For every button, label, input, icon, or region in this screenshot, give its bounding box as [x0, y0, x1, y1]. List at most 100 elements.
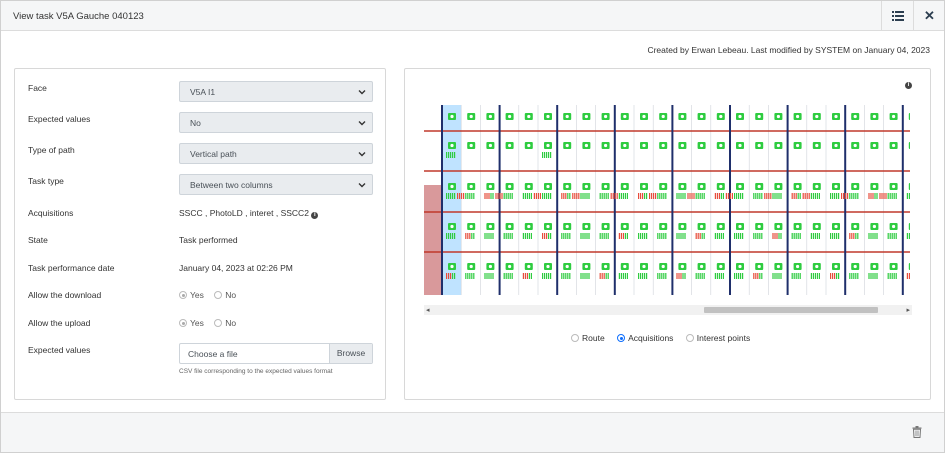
camera-icon	[544, 142, 552, 149]
barcode-icon	[734, 233, 744, 239]
barcode-icon	[465, 193, 475, 199]
modal-footer	[1, 412, 944, 452]
route-radio[interactable]	[571, 334, 579, 342]
camera-icon	[505, 223, 514, 230]
camera-icon	[908, 263, 910, 270]
trash-icon[interactable]	[912, 426, 922, 438]
chevron-down-icon	[358, 152, 366, 157]
barcode-icon	[542, 273, 552, 279]
path-type-select[interactable]: Vertical path	[179, 143, 373, 164]
scrollbar-thumb[interactable]	[704, 307, 878, 313]
camera-icon	[448, 223, 456, 230]
download-no-radio[interactable]	[214, 291, 223, 299]
camera-icon	[697, 142, 706, 149]
barcode-icon	[791, 233, 801, 239]
camera-icon	[601, 113, 610, 120]
camera-icon	[870, 142, 879, 149]
camera-icon	[851, 113, 860, 120]
allow-download-label: Allow the download	[28, 290, 102, 300]
barcode-icon	[868, 233, 878, 239]
download-yes-radio[interactable]	[179, 291, 187, 299]
barcode-icon	[734, 273, 744, 279]
camera-icon	[774, 263, 783, 270]
barcode-icon	[657, 233, 667, 239]
task-type-select-value: Between two columns	[190, 180, 273, 190]
camera-icon	[793, 223, 802, 230]
camera-icon	[851, 142, 860, 149]
acquisitions-label: Acquisitions	[28, 208, 74, 218]
camera-icon	[774, 223, 783, 230]
camera-icon	[620, 142, 629, 149]
camera-icon	[716, 142, 725, 149]
camera-icon	[544, 113, 552, 120]
file-input[interactable]: Choose a file Browse	[179, 343, 373, 364]
acquisitions-mode-label: Acquisitions	[628, 333, 674, 343]
face-select[interactable]: V5A I1	[179, 81, 373, 102]
scroll-right-icon[interactable]: ▸	[906, 307, 910, 314]
task-type-select[interactable]: Between two columns	[179, 174, 373, 195]
allow-upload-options: Yes No	[179, 318, 244, 328]
upload-no-radio[interactable]	[214, 319, 223, 327]
barcode-icon	[695, 233, 705, 239]
camera-icon	[812, 183, 821, 190]
camera-icon	[832, 263, 840, 270]
camera-icon	[851, 263, 860, 270]
camera-icon	[448, 183, 456, 190]
camera-icon	[640, 223, 648, 230]
camera-icon	[793, 113, 802, 120]
expected-values-select-value: No	[190, 118, 201, 128]
barcode-icon	[791, 193, 810, 199]
shelf-grid[interactable]	[424, 105, 910, 295]
barcode-icon	[830, 273, 840, 279]
camera-icon	[774, 113, 783, 120]
camera-icon	[851, 183, 860, 190]
camera-icon	[832, 183, 840, 190]
camera-icon	[582, 263, 591, 270]
horizontal-scrollbar[interactable]: ◂ ▸	[424, 305, 912, 315]
interest-points-radio[interactable]	[685, 334, 694, 342]
camera-icon	[678, 142, 687, 149]
upload-yes-label: Yes	[190, 318, 204, 328]
camera-icon	[563, 263, 572, 270]
route-label: Route	[582, 333, 605, 343]
camera-icon	[716, 263, 725, 270]
acquisitions-radio[interactable]	[617, 334, 626, 342]
upload-yes-radio[interactable]	[179, 319, 187, 327]
barcode-icon	[906, 273, 910, 279]
allow-download-options: Yes No	[179, 290, 244, 300]
camera-icon	[620, 263, 629, 270]
barcode-icon	[849, 273, 859, 279]
camera-icon	[601, 142, 610, 149]
browse-button[interactable]: Browse	[329, 344, 372, 363]
info-icon[interactable]: i	[905, 82, 912, 89]
face-label: Face	[28, 83, 47, 93]
camera-icon	[505, 113, 514, 120]
barcode-icon	[618, 193, 628, 199]
camera-icon	[889, 183, 898, 190]
close-button[interactable]: ✕	[913, 1, 945, 31]
barcode-icon	[542, 152, 552, 158]
barcode-icon	[676, 273, 686, 279]
expected-values-select[interactable]: No	[179, 112, 373, 133]
barcode-icon	[849, 233, 859, 239]
camera-icon	[697, 113, 706, 120]
camera-icon	[812, 223, 821, 230]
barcode-icon	[580, 193, 590, 199]
camera-icon	[467, 142, 476, 149]
list-button[interactable]	[881, 1, 913, 31]
barcode-icon	[830, 233, 840, 239]
scroll-left-icon[interactable]: ◂	[426, 307, 430, 314]
camera-icon	[524, 183, 533, 190]
barcode-icon	[849, 193, 859, 199]
camera-icon	[736, 183, 744, 190]
barcode-icon	[772, 273, 782, 279]
allow-upload-label: Allow the upload	[28, 318, 91, 328]
camera-icon	[812, 142, 821, 149]
info-icon[interactable]: i	[311, 212, 319, 219]
barcode-icon	[503, 233, 513, 239]
camera-icon	[640, 263, 648, 270]
barcode-icon	[753, 233, 763, 239]
barcode-icon	[446, 193, 465, 199]
download-yes-label: Yes	[190, 290, 204, 300]
